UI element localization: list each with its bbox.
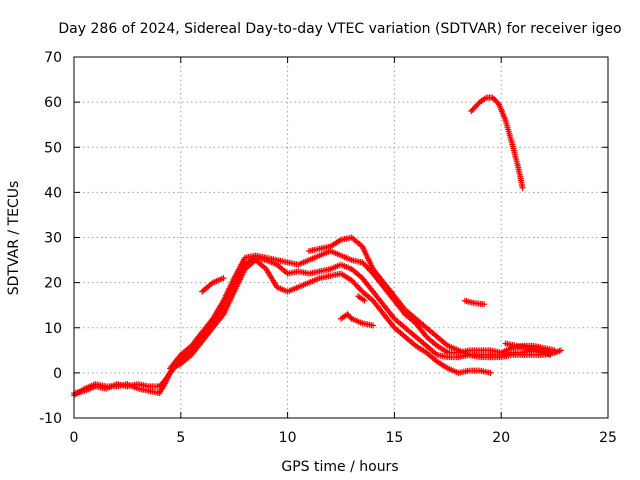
x-tick-label: 15 xyxy=(385,430,403,446)
data-point xyxy=(494,100,501,107)
y-tick-label: 40 xyxy=(44,185,62,201)
y-tick-label: 70 xyxy=(44,50,62,66)
x-tick-label: 25 xyxy=(599,430,617,446)
data-point xyxy=(558,347,565,354)
x-tick-label: 20 xyxy=(492,430,510,446)
axes: 0 5 10 15 20 25 -10 0 10 20 30 40 50 60 70 xyxy=(39,50,617,446)
x-tick-label: 0 xyxy=(70,430,79,446)
series-track-7 xyxy=(355,293,368,304)
series-track-6 xyxy=(338,311,377,329)
y-tick-label: 50 xyxy=(44,140,62,156)
data-point xyxy=(220,275,227,282)
x-tick-label: 10 xyxy=(279,430,297,446)
series-track-8 xyxy=(461,297,488,308)
y-tick-label: 10 xyxy=(44,321,62,337)
y-tick-label: -10 xyxy=(39,411,62,427)
series-track-2 xyxy=(71,257,494,399)
y-tick-label: 60 xyxy=(44,95,62,111)
y-tick-label: 30 xyxy=(44,231,62,247)
data-point xyxy=(370,322,377,329)
series-track-10 xyxy=(502,340,554,358)
data-point xyxy=(487,369,494,376)
data-point xyxy=(361,297,368,304)
x-tick-label: 5 xyxy=(176,430,185,446)
data-point xyxy=(519,184,526,191)
y-axis-title: SDTVAR / TECUs xyxy=(6,181,22,296)
series-track-4 xyxy=(305,234,558,361)
data-point xyxy=(547,351,554,358)
x-axis-title: GPS time / hours xyxy=(281,459,398,475)
y-tick-label: 20 xyxy=(44,276,62,292)
series-track-5 xyxy=(199,275,227,295)
y-tick-label: 0 xyxy=(53,366,62,382)
series-track-9 xyxy=(468,94,526,191)
data-point xyxy=(551,349,558,356)
data-point xyxy=(481,301,488,308)
chart-title: Day 286 of 2024, Sidereal Day-to-day VTE… xyxy=(58,21,621,37)
series-layer xyxy=(71,94,565,399)
